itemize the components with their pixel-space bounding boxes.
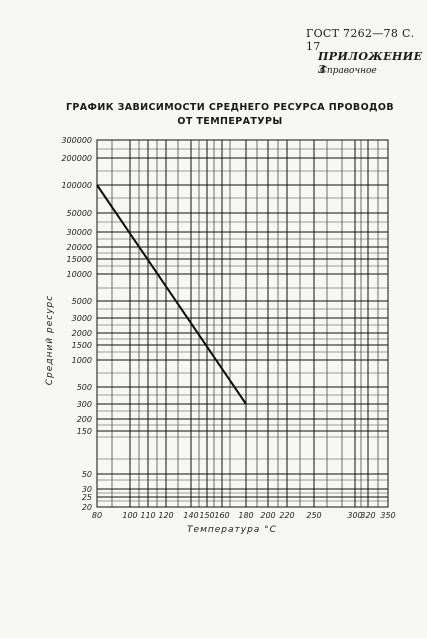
x-tick-label-350: 350 bbox=[380, 511, 395, 520]
y-tick-label-50000: 50000 bbox=[67, 209, 92, 218]
x-tick-label-300: 300 bbox=[347, 511, 362, 520]
y-tick-label-300: 300 bbox=[77, 400, 92, 409]
y-axis-ticks: 300000 200000 100000 50000 30000 20000 15000 10… bbox=[61, 136, 388, 512]
y-tick-label-10000: 10000 bbox=[67, 270, 92, 279]
y-tick-label-150: 150 bbox=[77, 427, 92, 436]
y-tick-label-1500: 1500 bbox=[72, 341, 92, 350]
y-tick-label-25: 25 bbox=[82, 493, 92, 502]
standard-number: ГОСТ 7262—78 С. 17 bbox=[306, 27, 415, 53]
x-axis-label: Температура °С bbox=[187, 525, 277, 535]
y-tick-label-30000: 30000 bbox=[67, 228, 92, 237]
y-axis-label: Средний ресурс bbox=[45, 295, 55, 385]
x-tick-label-110: 110 bbox=[140, 511, 155, 520]
y-tick-label-15000: 15000 bbox=[67, 255, 92, 264]
x-tick-label-100: 100 bbox=[122, 511, 137, 520]
axis-labels: Температура °С Средний ресурс bbox=[45, 295, 277, 535]
y-tick-label-50: 50 bbox=[82, 470, 92, 479]
series bbox=[96, 184, 247, 405]
grid bbox=[97, 140, 388, 507]
plot-border bbox=[96, 139, 389, 508]
plot-frame bbox=[96, 139, 389, 508]
x-tick-label-150: 150 bbox=[199, 511, 214, 520]
y-tick-label-5000: 5000 bbox=[72, 297, 92, 306]
chart-title-line-2: ОТ ТЕМПЕРАТУРЫ bbox=[177, 116, 283, 127]
series-line-0 bbox=[96, 184, 247, 405]
x-tick-label-180: 180 bbox=[238, 511, 253, 520]
reference-note: Справочное bbox=[320, 66, 377, 76]
x-tick-label-320: 320 bbox=[360, 511, 375, 520]
y-tick-label-200000: 200000 bbox=[61, 154, 92, 163]
chart-title: ГРАФИК ЗАВИСИМОСТИ СРЕДНЕГО РЕСУРСА ПРОВ… bbox=[60, 101, 400, 129]
x-tick-label-80: 80 bbox=[92, 511, 102, 520]
y-tick-label-200: 200 bbox=[77, 415, 92, 424]
y-tick-label-500: 500 bbox=[77, 383, 92, 392]
y-tick-label-3000: 3000 bbox=[72, 314, 92, 323]
y-tick-label-30: 30 bbox=[82, 485, 92, 494]
x-tick-label-120: 120 bbox=[158, 511, 173, 520]
y-tick-label-20: 20 bbox=[82, 503, 92, 512]
x-tick-label-220: 220 bbox=[279, 511, 294, 520]
appendix-label: ПРИЛОЖЕНИЕ 3 bbox=[318, 50, 423, 76]
y-tick-label-1000: 1000 bbox=[72, 356, 92, 365]
x-tick-label-250: 250 bbox=[306, 511, 321, 520]
x-tick-label-200: 200 bbox=[260, 511, 275, 520]
chart-title-line-1: ГРАФИК ЗАВИСИМОСТИ СРЕДНЕГО РЕСУРСА ПРОВ… bbox=[65, 102, 395, 113]
x-tick-label-140: 140 bbox=[183, 511, 198, 520]
x-tick-label-160: 160 bbox=[214, 511, 229, 520]
y-tick-label-300000: 300000 bbox=[61, 136, 92, 145]
y-tick-label-100000: 100000 bbox=[61, 181, 92, 190]
y-tick-label-20000: 20000 bbox=[67, 243, 92, 252]
y-tick-label-2000: 2000 bbox=[72, 329, 92, 338]
